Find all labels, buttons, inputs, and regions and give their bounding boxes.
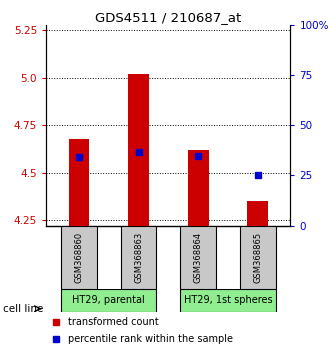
Bar	[69, 138, 89, 226]
Text: GSM368864: GSM368864	[194, 232, 203, 283]
Text: GSM368865: GSM368865	[253, 232, 262, 283]
Bar	[240, 226, 276, 289]
Bar	[180, 289, 276, 312]
Text: cell line: cell line	[3, 304, 44, 314]
Text: HT29, 1st spheres: HT29, 1st spheres	[183, 296, 272, 306]
Text: HT29, parental: HT29, parental	[72, 296, 145, 306]
Text: percentile rank within the sample: percentile rank within the sample	[68, 334, 233, 344]
Bar	[188, 150, 209, 226]
Bar	[121, 226, 156, 289]
Bar	[128, 74, 149, 226]
Bar	[180, 226, 216, 289]
Bar	[61, 289, 156, 312]
Bar	[247, 201, 268, 226]
Bar	[61, 226, 97, 289]
Text: GSM368863: GSM368863	[134, 232, 143, 283]
Title: GDS4511 / 210687_at: GDS4511 / 210687_at	[95, 11, 242, 24]
Text: GSM368860: GSM368860	[75, 232, 83, 283]
Text: transformed count: transformed count	[68, 317, 159, 327]
